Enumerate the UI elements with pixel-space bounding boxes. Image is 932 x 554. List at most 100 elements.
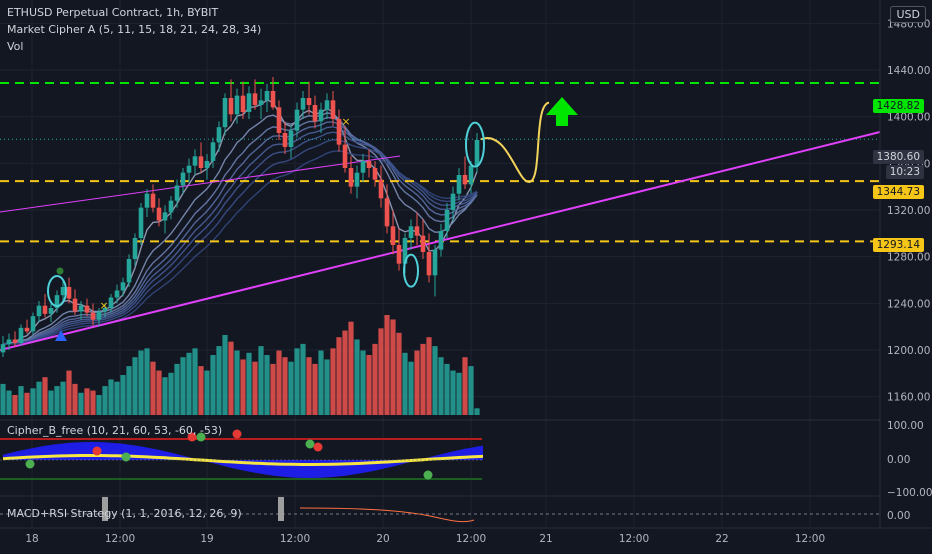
candle-body bbox=[366, 161, 372, 168]
macd-rsi-pane bbox=[0, 495, 880, 523]
candle-body bbox=[114, 290, 120, 298]
strategy-bar bbox=[102, 497, 108, 521]
price-tick-label: 1320.00 bbox=[887, 205, 930, 217]
candle-body bbox=[312, 105, 318, 122]
candle-body bbox=[462, 175, 468, 185]
candle-body bbox=[162, 212, 168, 221]
time-tick-label: 12:00 bbox=[105, 533, 135, 545]
candle-body bbox=[12, 339, 18, 343]
volume-bar bbox=[420, 343, 426, 415]
candle-body bbox=[90, 312, 96, 320]
currency-button[interactable]: USD bbox=[890, 6, 926, 23]
volume-bar bbox=[258, 346, 264, 415]
volume-bar bbox=[246, 352, 252, 415]
chart-title[interactable]: ETHUSD Perpetual Contract, 1h, BYBIT bbox=[7, 6, 219, 19]
candle-body bbox=[402, 238, 408, 264]
volume-bar bbox=[312, 363, 318, 415]
candle-body bbox=[432, 249, 438, 276]
countdown-tag: 10:23 bbox=[885, 165, 924, 179]
candle-body bbox=[354, 172, 360, 187]
candle-body bbox=[288, 130, 294, 147]
candle-body bbox=[108, 297, 114, 308]
volume-bar bbox=[360, 350, 366, 415]
candles bbox=[0, 77, 480, 357]
volume-bar bbox=[54, 386, 60, 415]
signal-dot bbox=[232, 429, 242, 439]
volume-bar bbox=[108, 379, 114, 415]
candle-body bbox=[234, 95, 240, 115]
candle-body bbox=[0, 344, 6, 353]
cipher-b-pane bbox=[0, 419, 880, 480]
candle-body bbox=[96, 311, 102, 320]
macd-rsi-legend[interactable]: MACD+RSI Strategy (1, 1, 2016, 12, 26, 9… bbox=[7, 507, 242, 520]
projection-path bbox=[480, 101, 550, 184]
volume-bar bbox=[474, 408, 480, 415]
candle-body bbox=[246, 93, 252, 112]
highlight-circle bbox=[403, 253, 419, 288]
volume-legend[interactable]: Vol bbox=[7, 40, 24, 53]
candle-body bbox=[264, 91, 270, 101]
volume-bar bbox=[438, 357, 444, 415]
volume-bar bbox=[156, 370, 162, 415]
candle-body bbox=[222, 98, 228, 128]
volume-bar bbox=[240, 359, 246, 415]
candle-body bbox=[126, 259, 132, 283]
candle-body bbox=[300, 98, 306, 110]
volume-bar bbox=[264, 355, 270, 415]
volume-bar bbox=[144, 348, 150, 415]
signal-dot bbox=[313, 442, 323, 452]
candle-body bbox=[54, 295, 60, 308]
candle-body bbox=[342, 144, 348, 168]
candle-body bbox=[438, 231, 444, 250]
candle-body bbox=[426, 252, 432, 276]
volume-bar bbox=[348, 321, 354, 415]
volume-bar bbox=[12, 395, 18, 415]
highlight-circle bbox=[465, 121, 485, 168]
price-tick-label: 1200.00 bbox=[887, 345, 930, 357]
candle-body bbox=[456, 175, 462, 194]
volume-bar bbox=[132, 357, 138, 415]
price-tick-label: 1400.00 bbox=[887, 112, 930, 124]
signal-dot bbox=[187, 432, 197, 442]
time-tick-label: 19 bbox=[200, 533, 213, 545]
market-cipher-ribbon bbox=[2, 99, 478, 345]
resistance-level-tag: 1428.82 bbox=[872, 99, 924, 113]
candle-body bbox=[204, 161, 210, 168]
strategy-bar bbox=[278, 497, 284, 521]
candle-body bbox=[330, 100, 336, 119]
volume-bar bbox=[84, 388, 90, 415]
candle-body bbox=[258, 100, 264, 105]
time-tick-label: 18 bbox=[25, 533, 38, 545]
candle-body bbox=[324, 100, 330, 110]
candle-body bbox=[102, 308, 108, 312]
signal-dot bbox=[56, 267, 64, 275]
cipher-b-legend[interactable]: Cipher_B_free (10, 21, 60, 53, -60, -53) bbox=[7, 424, 223, 437]
volume-bar bbox=[396, 332, 402, 415]
upper-trendline bbox=[0, 155, 401, 213]
candle-body bbox=[318, 109, 324, 122]
candle-body bbox=[378, 179, 384, 199]
volume-bar bbox=[150, 361, 156, 415]
candle-body bbox=[192, 156, 198, 166]
candle-body bbox=[180, 172, 186, 186]
volume-bar bbox=[90, 390, 96, 415]
volume-bar bbox=[36, 381, 42, 415]
candle-body bbox=[72, 298, 78, 312]
cipher-tick-label: −100.00 bbox=[887, 487, 932, 499]
up-arrow-icon bbox=[546, 97, 578, 126]
candle-body bbox=[384, 198, 390, 227]
signal-dot bbox=[92, 446, 102, 456]
candle-body bbox=[168, 200, 174, 213]
indicator-legend[interactable]: Market Cipher A (5, 11, 15, 18, 21, 24, … bbox=[7, 23, 262, 36]
volume-bar bbox=[102, 386, 108, 415]
volume-bar bbox=[0, 383, 6, 415]
volume-bar bbox=[234, 350, 240, 415]
candle-body bbox=[84, 305, 90, 313]
signal-dot bbox=[196, 432, 206, 442]
candle-body bbox=[408, 226, 414, 238]
volume-bar bbox=[402, 352, 408, 415]
candle-body bbox=[216, 127, 222, 143]
volume-bar bbox=[78, 392, 84, 415]
